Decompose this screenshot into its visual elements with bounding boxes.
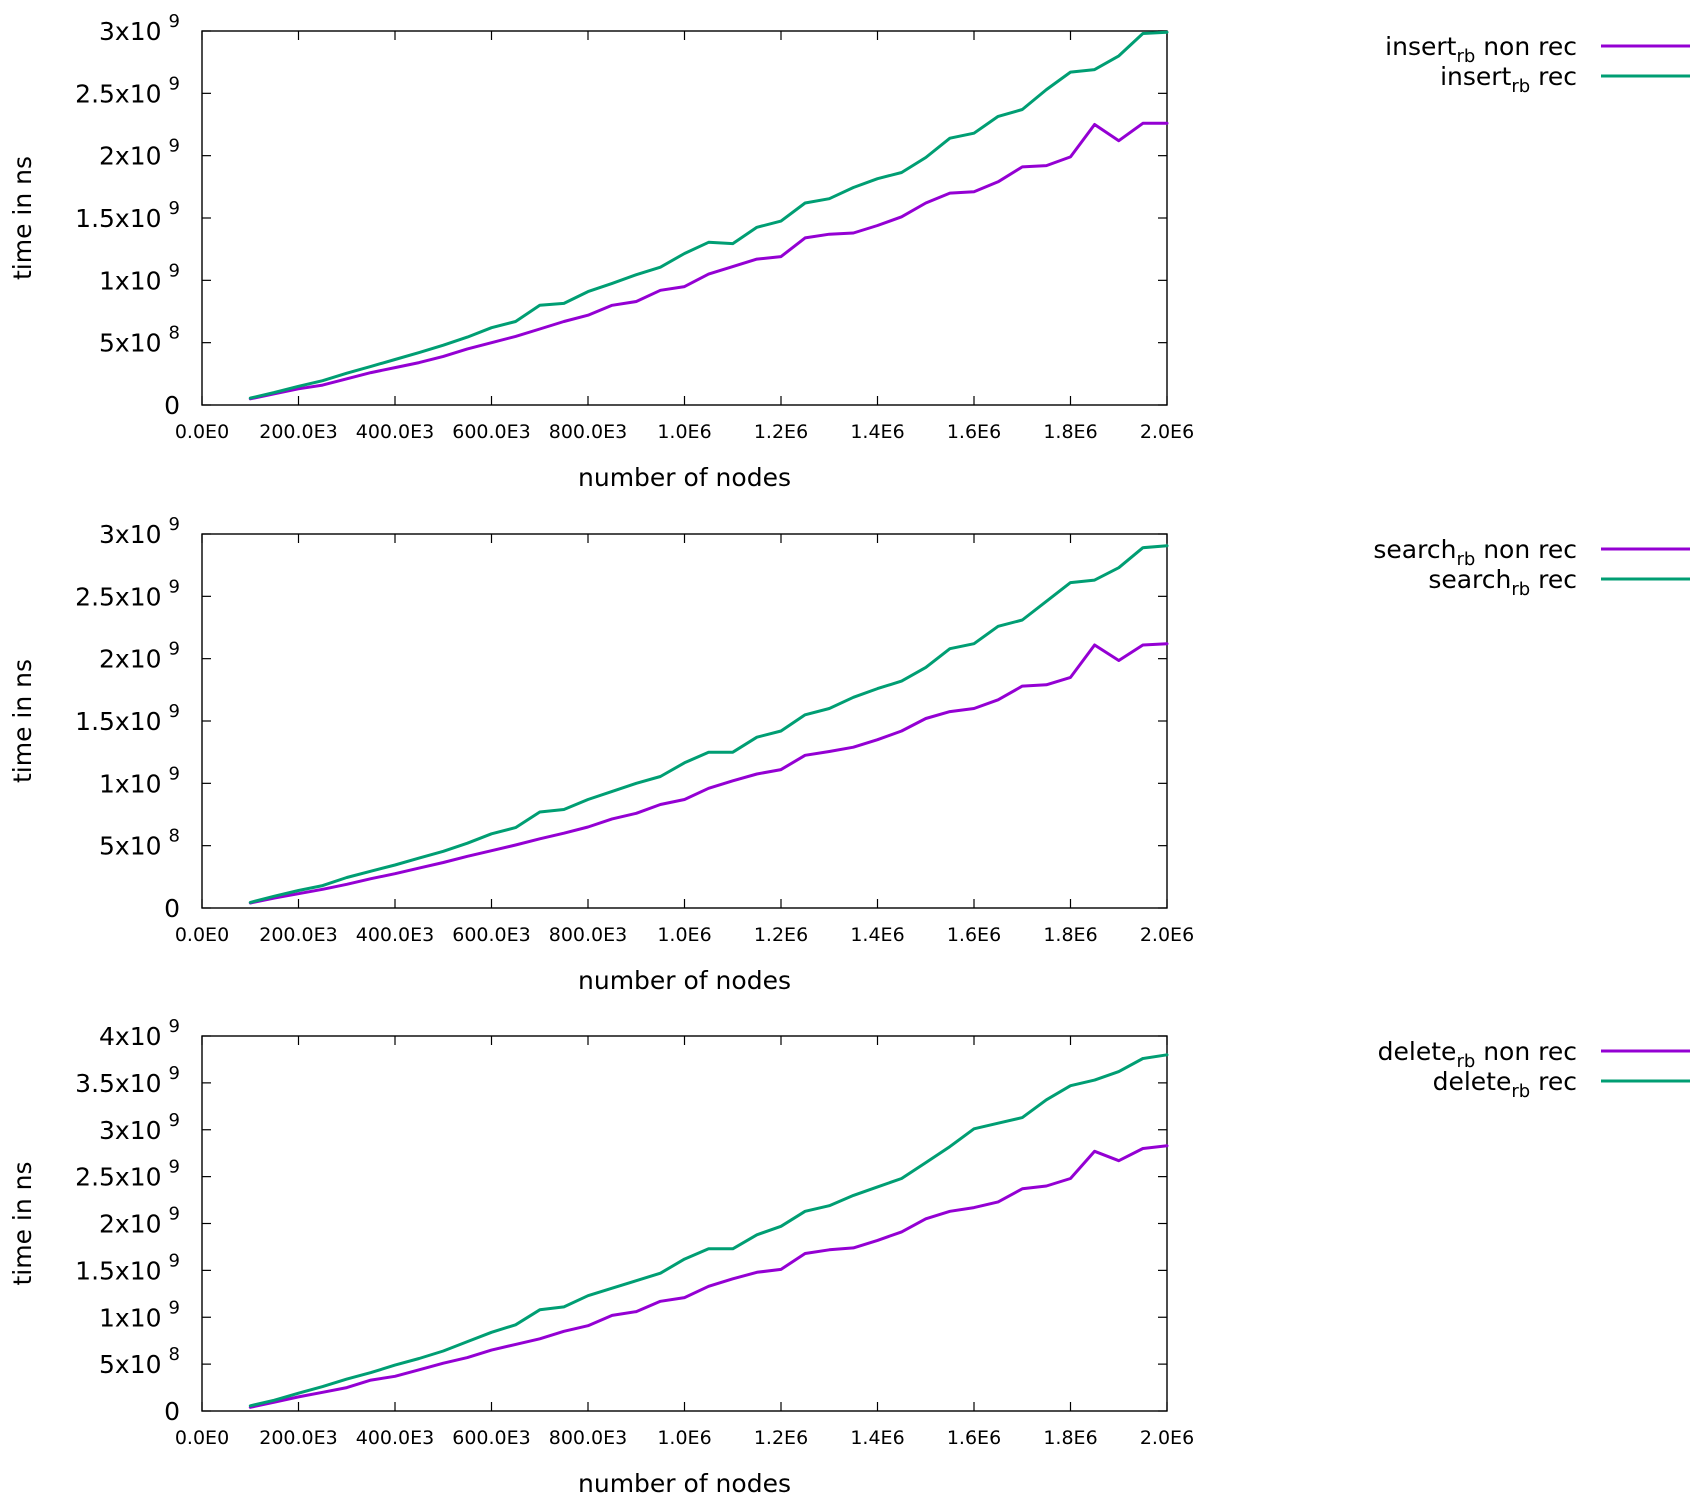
y-tick-label: 5x10 8 — [99, 323, 180, 358]
y-tick-label: 3x10 9 — [99, 1110, 180, 1145]
y-tick-label: 2.5x10 9 — [75, 576, 180, 611]
y-tick-label: 1.5x10 9 — [75, 1250, 180, 1285]
x-tick-label: 1.2E6 — [754, 924, 808, 946]
x-tick-label: 600.0E3 — [452, 1427, 531, 1449]
series-line-1 — [248, 1144, 1169, 1409]
legend-label: insertrb rec — [1440, 62, 1577, 97]
x-axis-label: number of nodes — [578, 1469, 791, 1498]
y-tick-label: 4x10 9 — [99, 1016, 180, 1051]
x-tick-label: 1.0E6 — [657, 924, 711, 946]
series-line-2 — [248, 544, 1169, 904]
x-tick-label: 1.4E6 — [850, 1427, 904, 1449]
series-line-1 — [248, 121, 1169, 401]
chart-panel-2: 0.0E0 200.0E3 400.0E3 600.0E3 800.0E3 1.0E6 1.… — [8, 514, 1690, 995]
y-tick-label: 0 — [164, 894, 180, 923]
y-tick-label: 3.5x10 9 — [75, 1063, 180, 1098]
y-tick-label: 2x10 9 — [99, 1204, 180, 1239]
legend-label: searchrb rec — [1428, 565, 1577, 600]
x-tick-label: 1.4E6 — [850, 421, 904, 443]
series-line-2 — [248, 1053, 1169, 1408]
x-tick-label: 200.0E3 — [259, 924, 338, 946]
legend-label: deleterb rec — [1433, 1067, 1577, 1102]
y-axis-label: time in ns — [8, 1161, 37, 1285]
x-tick-label: 0.0E0 — [175, 924, 229, 946]
y-tick-label: 0 — [164, 391, 180, 420]
x-tick-label: 200.0E3 — [259, 1427, 338, 1449]
x-tick-label: 600.0E3 — [452, 924, 531, 946]
x-tick-label: 1.6E6 — [947, 1427, 1001, 1449]
y-tick-label: 2.5x10 9 — [75, 73, 180, 108]
y-tick-label: 1x10 9 — [99, 1297, 180, 1332]
legend-label: deleterb non rec — [1378, 1037, 1577, 1072]
plot-frame — [201, 30, 1168, 406]
y-tick-label: 2x10 9 — [99, 639, 180, 674]
x-tick-label: 400.0E3 — [356, 421, 435, 443]
x-tick-label: 1.6E6 — [947, 421, 1001, 443]
y-tick-label: 2.5x10 9 — [75, 1157, 180, 1192]
y-tick-label: 1x10 9 — [99, 260, 180, 295]
y-tick-label: 1.5x10 9 — [75, 701, 180, 736]
x-tick-label: 1.8E6 — [1043, 421, 1097, 443]
x-tick-label: 0.0E0 — [175, 1427, 229, 1449]
plot-frame — [201, 1035, 1168, 1412]
x-tick-label: 800.0E3 — [549, 1427, 628, 1449]
x-tick-label: 2.0E6 — [1140, 1427, 1194, 1449]
x-tick-label: 1.6E6 — [947, 924, 1001, 946]
legend-label: searchrb non rec — [1373, 535, 1577, 570]
x-tick-label: 1.2E6 — [754, 421, 808, 443]
y-tick-label: 1.5x10 9 — [75, 198, 180, 233]
x-tick-label: 2.0E6 — [1140, 421, 1194, 443]
x-tick-label: 1.8E6 — [1043, 924, 1097, 946]
y-tick-label: 0 — [164, 1397, 180, 1426]
legend-label: insertrb non rec — [1385, 32, 1577, 67]
y-tick-label: 3x10 9 — [99, 514, 180, 549]
x-tick-label: 200.0E3 — [259, 421, 338, 443]
x-tick-label: 1.8E6 — [1043, 1427, 1097, 1449]
series-line-1 — [248, 642, 1169, 905]
chart-panel-3: 0.0E0 200.0E3 400.0E3 600.0E3 800.0E3 1.0E6 1.… — [8, 1016, 1690, 1498]
x-tick-label: 1.0E6 — [657, 421, 711, 443]
series-line-2 — [248, 30, 1169, 400]
y-axis-label: time in ns — [8, 156, 37, 280]
x-tick-label: 800.0E3 — [549, 924, 628, 946]
x-tick-label: 1.4E6 — [850, 924, 904, 946]
x-tick-label: 800.0E3 — [549, 421, 628, 443]
x-tick-label: 400.0E3 — [356, 924, 435, 946]
x-axis-label: number of nodes — [578, 463, 791, 492]
plot-frame — [201, 533, 1168, 909]
x-tick-label: 600.0E3 — [452, 421, 531, 443]
x-tick-label: 0.0E0 — [175, 421, 229, 443]
y-axis-label: time in ns — [8, 659, 37, 783]
y-tick-label: 5x10 8 — [99, 826, 180, 861]
x-tick-label: 1.2E6 — [754, 1427, 808, 1449]
x-tick-label: 400.0E3 — [356, 1427, 435, 1449]
y-tick-label: 2x10 9 — [99, 136, 180, 171]
chart-panel-1: 0.0E0 200.0E3 400.0E3 600.0E3 800.0E3 1.0E6 1.… — [8, 11, 1690, 492]
x-tick-label: 1.0E6 — [657, 1427, 711, 1449]
y-tick-label: 1x10 9 — [99, 763, 180, 798]
x-axis-label: number of nodes — [578, 966, 791, 995]
y-tick-label: 5x10 8 — [99, 1344, 180, 1379]
y-tick-label: 3x10 9 — [99, 11, 180, 46]
x-tick-label: 2.0E6 — [1140, 924, 1194, 946]
